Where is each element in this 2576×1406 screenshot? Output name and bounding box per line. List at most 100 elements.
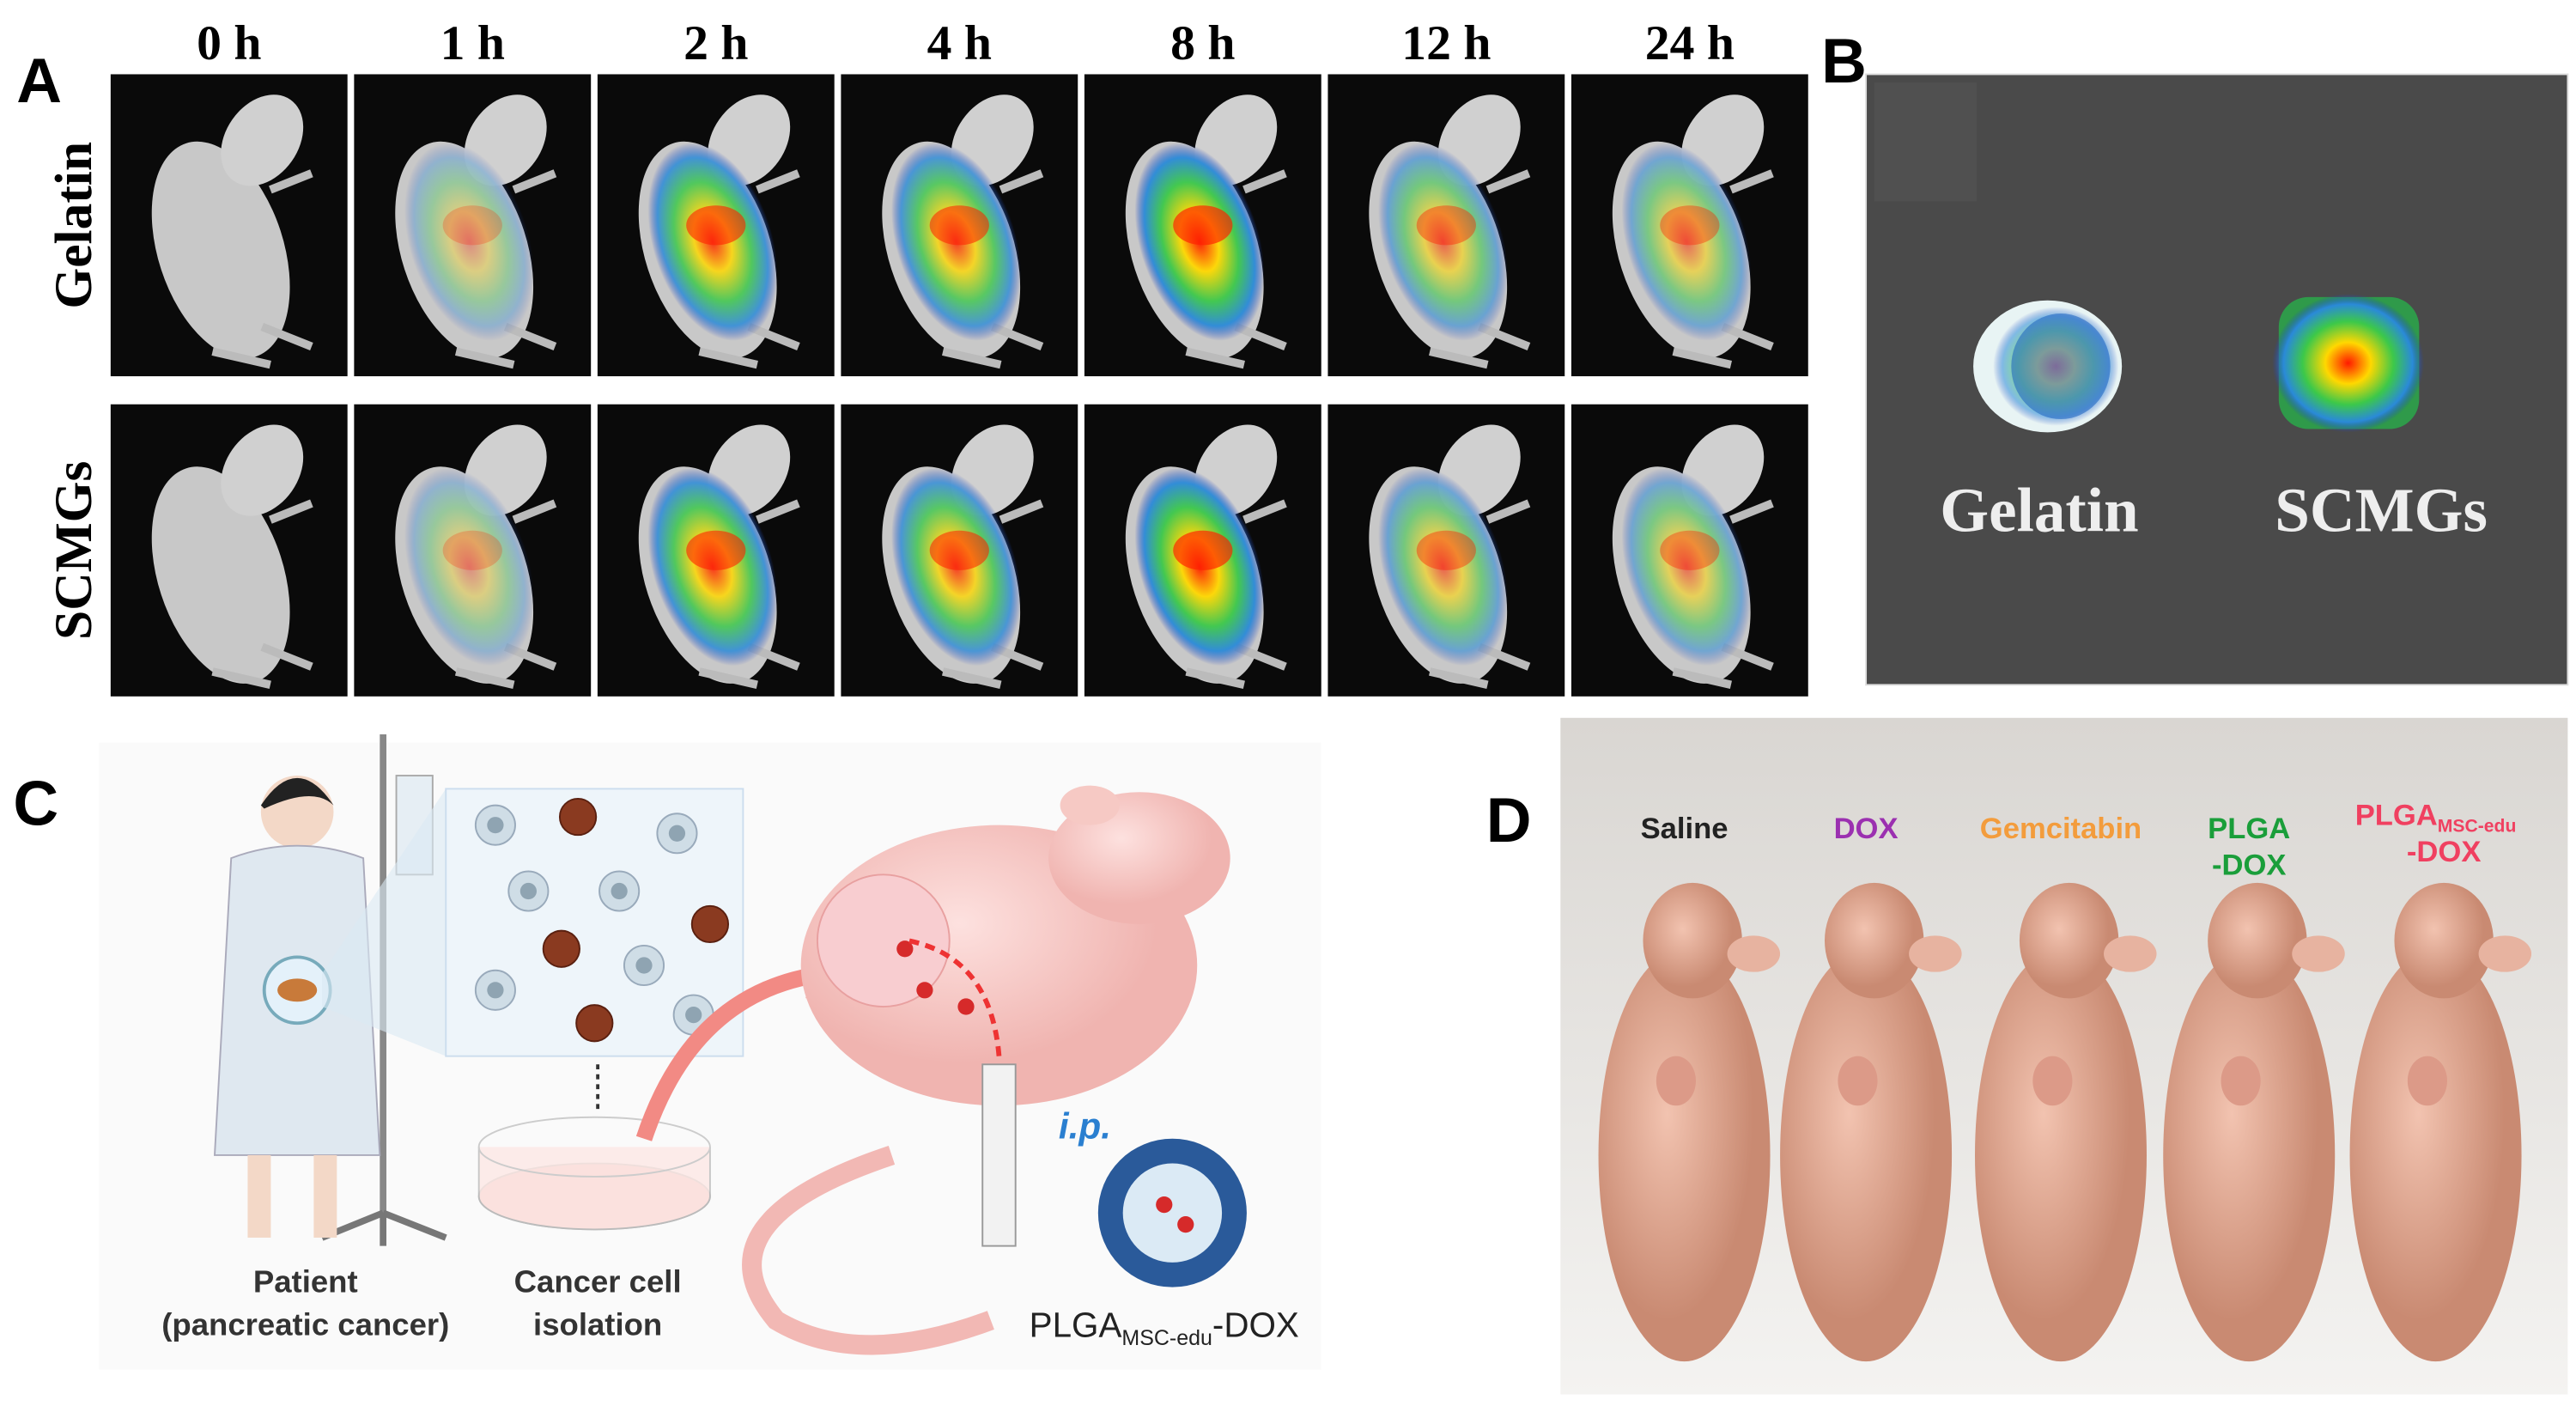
mouse-head (1825, 882, 1924, 999)
mouse-head (1048, 792, 1230, 924)
mouse-head (221, 424, 304, 516)
nucleus (668, 825, 686, 842)
mouse-image (1084, 404, 1321, 697)
group-label: DOX (1834, 813, 1899, 845)
time-label: 2 h (683, 16, 748, 70)
mouse-body (1780, 948, 1953, 1362)
time-label: 0 h (197, 16, 261, 70)
mouse-body (2163, 948, 2336, 1362)
group-name: PLGA (2355, 800, 2438, 832)
mouse-image (841, 74, 1078, 377)
sample-signal (2011, 313, 2111, 420)
time-label: 24 h (1645, 16, 1735, 70)
drug-subscript: MSC-edu (1121, 1326, 1212, 1350)
tumor (816, 873, 951, 1007)
mouse-image (354, 74, 592, 377)
signal (686, 205, 746, 246)
mouse-body (1598, 948, 1771, 1362)
panel-label: C (13, 770, 58, 839)
mouse-image (841, 404, 1078, 697)
signal (1173, 530, 1233, 570)
mouse-image (1327, 74, 1565, 377)
mouse-head (221, 94, 304, 186)
panel-label: D (1486, 786, 1532, 855)
mouse-body (1975, 948, 2147, 1362)
panel-b: Gelatin SCMGs (1865, 73, 2569, 686)
syringe (981, 1063, 1017, 1247)
row-label: Gelatin (45, 142, 103, 309)
time-label: 4 h (927, 16, 992, 70)
mouse-legs (211, 499, 313, 690)
signal (442, 205, 502, 246)
signal (404, 467, 534, 666)
time-label: 1 h (440, 16, 505, 70)
mouse-ear (1909, 935, 1962, 972)
mouse-image (597, 404, 835, 697)
signal (1173, 205, 1233, 246)
mouse-image (110, 404, 348, 697)
nucleus (487, 817, 504, 834)
signal (686, 530, 746, 570)
signal (929, 530, 989, 570)
group-subscript: MSC-edu (2438, 816, 2517, 836)
mouse-image (1084, 74, 1321, 377)
cancer-cell (575, 1004, 614, 1043)
nucleus (635, 957, 653, 974)
dish-wall (477, 1147, 711, 1231)
signal (929, 205, 989, 246)
pancreas (277, 978, 318, 1002)
panel-label: B (1821, 27, 1867, 96)
nucleus (519, 882, 537, 900)
arrow (635, 965, 827, 1141)
panel-a: 0 h 1 h 2 h 4 h 8 h 12 h 24 h Gelatin SCMGs (45, 16, 1808, 697)
nucleus (685, 1007, 702, 1024)
caption: (pancreatic cancer) (161, 1306, 449, 1342)
mouse-ear (2104, 935, 2157, 972)
mouse-body (151, 141, 290, 359)
tumor (1656, 1056, 1696, 1106)
mouse-body (2349, 948, 2522, 1362)
group-label: -DOX (2407, 836, 2481, 868)
mouse-legs (211, 169, 313, 369)
mouse-head (2394, 882, 2494, 999)
mouse-image (110, 74, 348, 377)
caption: Patient (253, 1263, 358, 1299)
signal (1621, 143, 1752, 341)
sample-signal (2272, 294, 2425, 433)
group-label: Saline (1641, 813, 1728, 845)
caption: isolation (533, 1306, 662, 1342)
mouse-body (151, 466, 290, 684)
signal (1621, 467, 1752, 666)
panel-label: A (16, 46, 62, 116)
signal (404, 143, 534, 341)
mouse-image (1571, 404, 1808, 697)
mouse-tail (742, 1146, 994, 1355)
mouse-image (1327, 404, 1565, 697)
mouse-head (2208, 882, 2307, 999)
signal (442, 530, 502, 570)
mouse-ear (1727, 935, 1781, 972)
nucleus (487, 982, 504, 999)
particle (896, 940, 914, 958)
particle (916, 982, 933, 999)
drug-label: PLGAMSC-edu-DOX (1030, 1305, 1299, 1350)
patient-hair (260, 777, 334, 809)
route-label: i.p. (1059, 1106, 1111, 1147)
time-label: 8 h (1170, 16, 1235, 70)
group-label: PLGA (2208, 813, 2290, 845)
row-label: SCMGs (45, 461, 103, 640)
time-label: 12 h (1401, 16, 1491, 70)
cancer-cell (690, 904, 730, 944)
panel-c: i.p. Patient (pancreatic cancer) Cancer … (99, 734, 1321, 1370)
sample-label: Gelatin (1940, 476, 2138, 545)
signal (1378, 467, 1508, 666)
group-label: Gemcitabin (1980, 813, 2142, 845)
tumor (1838, 1056, 1878, 1106)
particle (1156, 1196, 1173, 1214)
patient-leg (313, 1154, 337, 1239)
nanoparticle-core (1122, 1163, 1223, 1263)
nucleus (611, 882, 628, 900)
drug-suffix: -DOX (1212, 1305, 1299, 1344)
cancer-cell (558, 797, 598, 837)
mouse-image (354, 404, 592, 697)
